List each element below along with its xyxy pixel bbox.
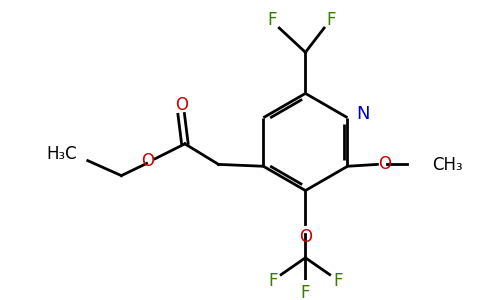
Text: F: F (333, 272, 343, 290)
Text: F: F (301, 284, 310, 300)
Text: O: O (175, 96, 188, 114)
Text: H₃C: H₃C (46, 145, 76, 163)
Text: F: F (267, 11, 276, 28)
Text: O: O (299, 228, 312, 246)
Text: N: N (356, 105, 369, 123)
Text: O: O (141, 152, 154, 170)
Text: O: O (378, 155, 392, 173)
Text: CH₃: CH₃ (433, 156, 463, 174)
Text: F: F (327, 11, 336, 28)
Text: F: F (268, 272, 277, 290)
